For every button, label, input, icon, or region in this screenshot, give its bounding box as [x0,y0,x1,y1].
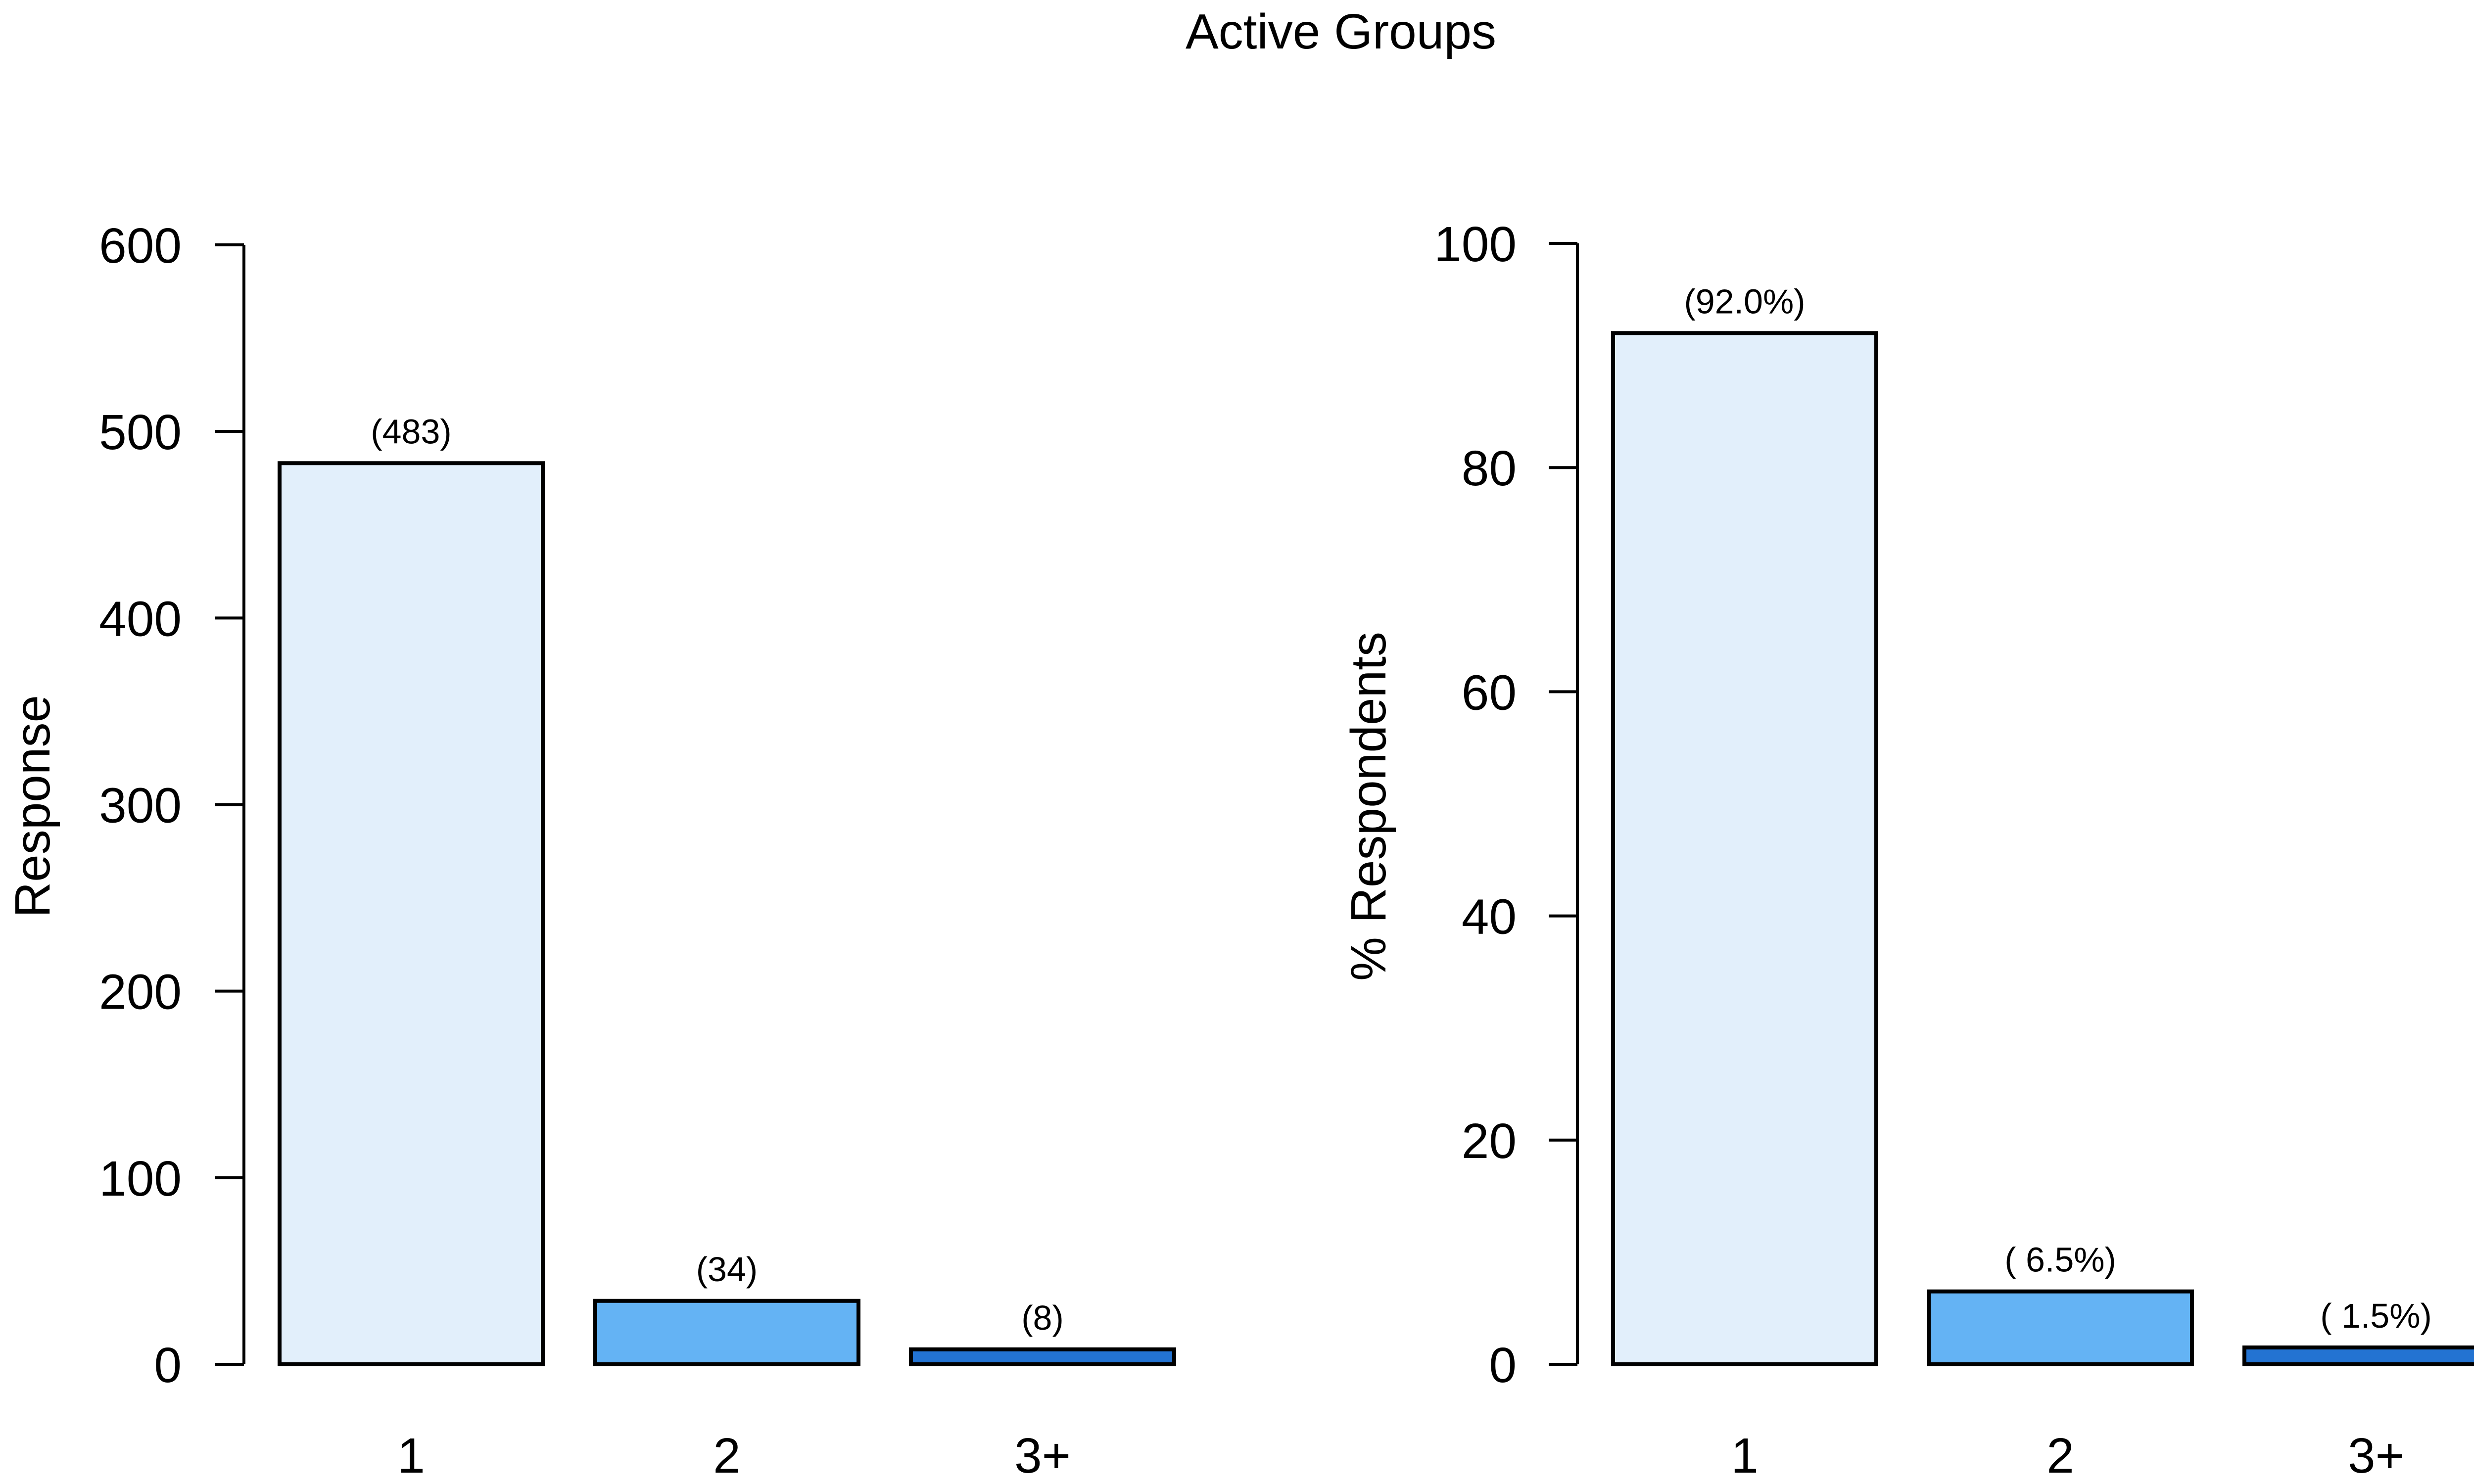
figure-title: Active Groups [1186,4,1496,59]
bar [593,1298,860,1367]
y-tick-label: 600 [99,218,182,274]
y-tick-label: 0 [1489,1338,1517,1393]
x-category-label: 1 [1731,1428,1759,1484]
bar [1611,331,1878,1366]
y-axis-title: % Respondents [1341,632,1396,981]
bar-value-label: (34) [696,1250,758,1289]
x-category-label: 3+ [1014,1428,1071,1484]
bar [1927,1289,2194,1366]
bar-value-label: (92.0%) [1684,282,1805,321]
bar-value-label: ( 1.5%) [2320,1297,2432,1335]
bar-value-label: (483) [371,412,451,451]
y-tick-label: 80 [1462,441,1517,496]
bar [278,461,545,1366]
x-category-label: 2 [713,1428,741,1484]
y-tick-label: 40 [1462,889,1517,945]
x-category-label: 3+ [2348,1428,2404,1484]
x-category-label: 2 [2046,1428,2074,1484]
y-tick-label: 100 [1434,217,1517,272]
bar-value-label: ( 6.5%) [2004,1241,2116,1279]
y-tick-label: 60 [1462,665,1517,720]
y-tick-label: 500 [99,405,182,460]
y-tick-label: 300 [99,778,182,834]
y-tick-label: 0 [154,1338,182,1393]
bar [909,1347,1176,1366]
y-tick-label: 400 [99,591,182,647]
y-tick-label: 100 [99,1151,182,1206]
y-tick-label: 20 [1462,1113,1517,1169]
x-category-label: 1 [397,1428,425,1484]
y-tick-label: 200 [99,965,182,1020]
bar [2242,1345,2474,1367]
y-axis-title: Response [5,695,60,918]
bar-value-label: (8) [1021,1298,1064,1337]
